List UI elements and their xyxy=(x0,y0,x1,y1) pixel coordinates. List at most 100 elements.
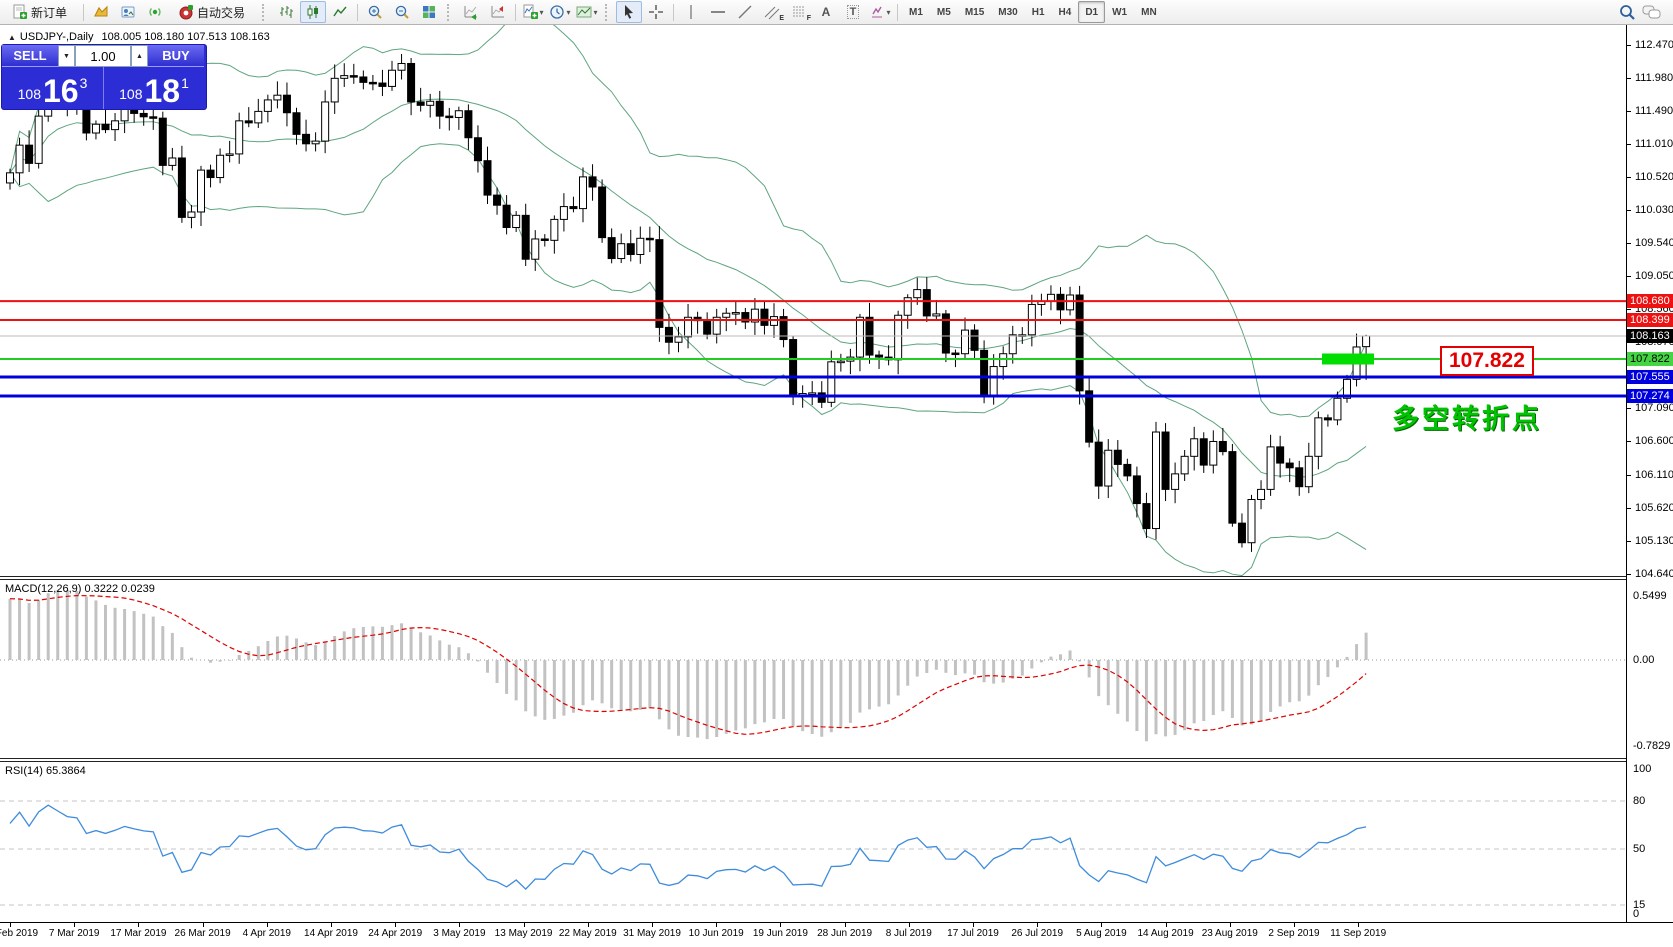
chat-icon[interactable] xyxy=(1642,3,1662,21)
toolbar-separator xyxy=(515,3,516,21)
price-axis-tick xyxy=(1627,540,1631,542)
toolbar-drag-handle[interactable] xyxy=(262,3,268,21)
bull-candle xyxy=(168,157,177,166)
macd-axis-label: 0.5499 xyxy=(1633,590,1667,602)
bull-candle xyxy=(1257,488,1266,501)
periods-button[interactable]: ▾ xyxy=(547,1,573,23)
symbol-period-label: USDJPY-,Daily xyxy=(19,31,94,43)
auto-scroll-icon xyxy=(463,4,479,20)
autotrading-icon xyxy=(178,4,194,20)
panel-expand-icon[interactable]: ▲ xyxy=(8,33,16,42)
horizontal-line-button[interactable] xyxy=(705,1,731,23)
bear-candle xyxy=(540,238,549,241)
price-axis-tick xyxy=(1627,78,1631,80)
timeframe-button-M15[interactable]: M15 xyxy=(964,6,985,18)
timeframe-button-H4[interactable]: H4 xyxy=(1058,6,1072,18)
toolbar-drag-handle[interactable] xyxy=(605,3,611,21)
date-axis-tick xyxy=(1358,923,1360,927)
channel-button[interactable]: E xyxy=(759,1,785,23)
arrows-tool-icon xyxy=(869,4,885,20)
bull-candle xyxy=(750,308,759,323)
template-button[interactable]: ▾ xyxy=(574,1,600,23)
vertical-line-icon xyxy=(683,4,699,20)
price-axis[interactable]: 112.470 111.980 111.490 111.010 110.520 110.0… xyxy=(1626,25,1673,922)
toolbar-drag-handle[interactable] xyxy=(447,3,453,21)
trendline-button[interactable] xyxy=(732,1,758,23)
text-button[interactable]: A xyxy=(813,1,839,23)
buy-button[interactable]: BUY xyxy=(148,45,204,67)
bull-candle xyxy=(388,69,396,87)
date-axis-tick xyxy=(1294,923,1295,927)
down-arrow-icon: ▼ xyxy=(63,52,70,60)
pane-splitter[interactable] xyxy=(0,758,1673,762)
sell-button[interactable]: SELL xyxy=(2,45,58,67)
buy-price-display[interactable]: 108 18 1 xyxy=(103,67,204,109)
timeframe-button-H1[interactable]: H1 xyxy=(1031,6,1045,18)
bear-candle xyxy=(483,160,492,196)
timeframe-button-MN[interactable]: MN xyxy=(1141,6,1157,18)
zoom-in-button[interactable] xyxy=(362,1,388,23)
auto-scroll-button[interactable] xyxy=(458,1,484,23)
price-level-label: 107.274 xyxy=(1627,388,1673,403)
add-indicator-button[interactable]: ▾ xyxy=(520,1,546,23)
tile-windows-icon xyxy=(421,4,437,20)
ohlc-readout: 108.005 108.180 107.513 108.163 xyxy=(101,31,270,43)
date-axis-label: 2 Sep 2019 xyxy=(1268,928,1320,939)
date-axis[interactable]: 26 Feb 2019 7 Mar 2019 17 Mar 2019 26 Mar 2… xyxy=(0,922,1673,947)
bear-candle xyxy=(1228,451,1237,524)
line-chart-button[interactable] xyxy=(327,1,353,23)
macd-signal-line[interactable] xyxy=(9,594,1367,735)
date-axis-tick xyxy=(331,923,332,927)
cursor-button[interactable] xyxy=(616,1,642,23)
market-watch-button[interactable] xyxy=(88,1,114,23)
price-axis-tick-label: 107.090 xyxy=(1635,402,1673,415)
search-icon[interactable] xyxy=(1618,3,1636,21)
signal-button[interactable] xyxy=(142,1,168,23)
sell-price-display[interactable]: 108 16 3 xyxy=(17,72,88,109)
bear-candle xyxy=(493,194,502,206)
bull-candle xyxy=(674,336,683,343)
timeframe-button-W1[interactable]: W1 xyxy=(1112,6,1128,18)
chart-shift-icon xyxy=(490,4,506,20)
turning-point-annotation[interactable]: 多空转折点 xyxy=(1392,404,1542,434)
bear-candle xyxy=(1056,293,1065,311)
crosshair-button[interactable] xyxy=(643,1,669,23)
rsi-canvas[interactable] xyxy=(0,762,1626,922)
bull-candle xyxy=(15,144,24,174)
rsi-line[interactable] xyxy=(9,804,1367,891)
volume-decrease-button[interactable]: ▼ xyxy=(58,45,75,67)
bull-candle xyxy=(321,101,330,142)
zoom-out-button[interactable] xyxy=(389,1,415,23)
bull-candle xyxy=(225,153,234,156)
timeframe-button-M5[interactable]: M5 xyxy=(936,6,951,18)
bar-chart-button[interactable] xyxy=(273,1,299,23)
bull-candle xyxy=(1304,455,1313,488)
volume-input[interactable] xyxy=(75,45,131,67)
new-order-button[interactable]: 新订单 xyxy=(3,1,79,23)
vertical-line-button[interactable] xyxy=(678,1,704,23)
volume-increase-button[interactable]: ▲ xyxy=(131,45,148,67)
date-axis-label: 7 Mar 2019 xyxy=(48,928,100,939)
fibonacci-button[interactable]: F xyxy=(786,1,812,23)
date-axis-tick xyxy=(973,923,974,927)
profile-button[interactable] xyxy=(115,1,141,23)
text-label-button[interactable]: T xyxy=(840,1,866,23)
arrows-button[interactable]: ▾ xyxy=(867,1,893,23)
macd-canvas[interactable] xyxy=(0,580,1626,758)
price-axis-tick xyxy=(1627,111,1631,113)
price-chart-canvas[interactable] xyxy=(0,25,1626,576)
candlestick-chart-button[interactable] xyxy=(300,1,326,23)
pane-splitter[interactable] xyxy=(0,576,1673,580)
rsi-axis-label: 15 xyxy=(1633,899,1646,911)
timeframe-button-D1[interactable]: D1 xyxy=(1078,1,1106,23)
timeframe-button-M30[interactable]: M30 xyxy=(998,6,1018,18)
bear-candle xyxy=(970,329,979,351)
autotrading-button[interactable]: 自动交易 xyxy=(169,1,257,23)
tile-windows-button[interactable] xyxy=(416,1,442,23)
price-callout[interactable]: 107.822 xyxy=(1440,346,1534,376)
timeframe-button-M1[interactable]: M1 xyxy=(909,6,923,18)
dropdown-arrow-icon: ▾ xyxy=(539,7,544,17)
chart-shift-button[interactable] xyxy=(485,1,511,23)
highlight-zone[interactable] xyxy=(1322,353,1374,365)
